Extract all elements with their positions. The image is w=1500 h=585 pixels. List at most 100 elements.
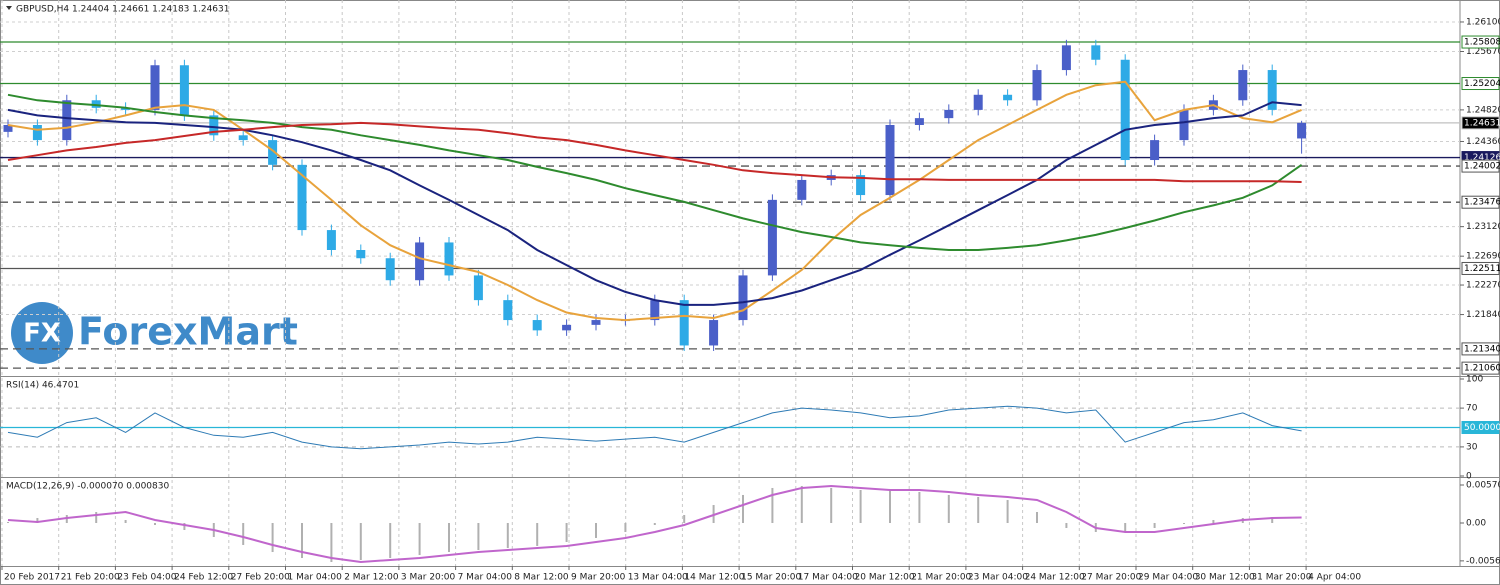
level-label: 1.24002 (1464, 162, 1500, 172)
candle-body (797, 179, 807, 200)
x-tick-label: 3 Mar 20:00 (401, 573, 456, 583)
x-tick-label: 7 Mar 04:00 (458, 573, 513, 583)
candle-body (679, 300, 689, 346)
candle-body (1238, 70, 1248, 101)
macd-bar (1065, 522, 1068, 528)
macd-bar (624, 522, 627, 532)
x-tick-label: 23 Feb 04:00 (117, 573, 176, 583)
y-tick-label: 30 (1466, 442, 1478, 452)
macd-bar (242, 522, 245, 545)
macd-bar (1153, 522, 1156, 528)
candle-body (62, 100, 72, 141)
logo-text: ForexMart (78, 310, 298, 354)
candle-body (209, 115, 219, 136)
x-tick-label: 21 Feb 20:00 (61, 573, 120, 583)
level-box (1461, 116, 1500, 130)
macd-bar (800, 485, 803, 523)
y-tick-label: 1.24360 (1466, 137, 1500, 147)
x-tick-label: 20 Mar 12:00 (855, 573, 915, 583)
macd-bar (683, 515, 686, 523)
candle-body (1032, 70, 1042, 101)
candle-body (591, 320, 601, 325)
candle-body (121, 107, 131, 110)
candle-body (1179, 109, 1189, 141)
moving-average (7, 93, 1303, 251)
candle-body (738, 275, 748, 321)
candle-body (150, 65, 160, 110)
candle-body (1150, 140, 1160, 161)
y-tick-label: 1.22270 (1466, 281, 1500, 291)
macd-bar (536, 522, 539, 546)
level-label: 1.23476 (1464, 198, 1500, 208)
candle-body (914, 118, 924, 125)
candle-body (1061, 45, 1071, 71)
x-tick-label: 31 Mar 20:00 (1251, 573, 1311, 583)
x-tick-label: 4 Apr 04:00 (1308, 573, 1361, 583)
x-tick-label: 2 Mar 12:00 (344, 573, 399, 583)
x-tick-label: 15 Mar 20:00 (741, 573, 801, 583)
candle-body (356, 250, 366, 259)
x-tick-label: 23 Mar 04:00 (968, 573, 1028, 583)
x-tick-label: 8 Mar 12:00 (514, 573, 569, 583)
level-box (1461, 342, 1500, 356)
candle-body (709, 320, 719, 346)
macd-bar (1036, 512, 1038, 523)
y-tick-label: 0.00 (1466, 518, 1486, 528)
logo-icon: FX (23, 319, 61, 349)
candle-body (32, 125, 42, 141)
candle-body (1297, 122, 1307, 139)
macd-bar (1183, 522, 1185, 524)
candle-body (856, 175, 866, 196)
macd-bar (271, 522, 274, 553)
candle-body (179, 65, 189, 116)
candle-body (562, 324, 572, 331)
macd-bar (448, 522, 450, 553)
y-tick-label: 1.25670 (1466, 47, 1500, 57)
x-tick-label: 29 Mar 04:00 (1138, 573, 1198, 583)
level-label: 1.25808 (1464, 38, 1500, 48)
macd-bar (595, 522, 597, 538)
level-label: 1.25204 (1464, 79, 1500, 89)
level-box (1461, 261, 1500, 275)
level-label: 50.0000 (1464, 423, 1500, 433)
macd-bar (977, 496, 980, 523)
candle-body (415, 242, 425, 281)
level-box (1461, 35, 1500, 49)
x-tick-label: 13 Mar 04:00 (628, 573, 688, 583)
y-tick-label: 1.22690 (1466, 252, 1500, 262)
candle-body (326, 230, 336, 250)
macd-bar (653, 522, 656, 525)
macd-bar (771, 487, 774, 523)
macd-bar (389, 522, 392, 559)
candle-body (767, 199, 777, 276)
x-tick-label: 9 Mar 20:00 (571, 573, 626, 583)
macd-bar (124, 520, 127, 523)
macd-header: MACD(12,26,9) -0.000070 0.000830 (6, 482, 169, 492)
candle-body (1091, 45, 1101, 60)
candle-body (503, 300, 513, 321)
moving-average (7, 80, 1302, 322)
candle-body (650, 300, 660, 321)
macd-bar (742, 494, 744, 523)
macd-bar (1124, 522, 1127, 532)
candle-body (385, 258, 395, 281)
level-label: 1.22511 (1464, 264, 1500, 274)
candle-body (1120, 59, 1130, 161)
y-tick-label: 70 (1466, 404, 1478, 414)
macd-bar (359, 522, 362, 561)
menu-arrow[interactable] (6, 6, 12, 10)
candle-body (238, 135, 248, 141)
level-box (1461, 361, 1500, 375)
y-tick-label: 1.26100 (1466, 17, 1500, 27)
candle-body (3, 125, 13, 132)
macd-bar (830, 487, 833, 523)
macd-bar (506, 522, 509, 549)
macd-bar (947, 494, 950, 523)
price-header: GBPUSD,H4 1.24404 1.24661 1.24183 1.2463… (16, 5, 229, 15)
y-tick-label: 100 (1466, 375, 1483, 385)
candle-body (444, 242, 454, 276)
x-tick-label: 24 Feb 12:00 (174, 573, 233, 583)
candle-body (91, 100, 101, 108)
level-box (1461, 159, 1500, 173)
x-tick-label: 27 Mar 20:00 (1081, 573, 1141, 583)
